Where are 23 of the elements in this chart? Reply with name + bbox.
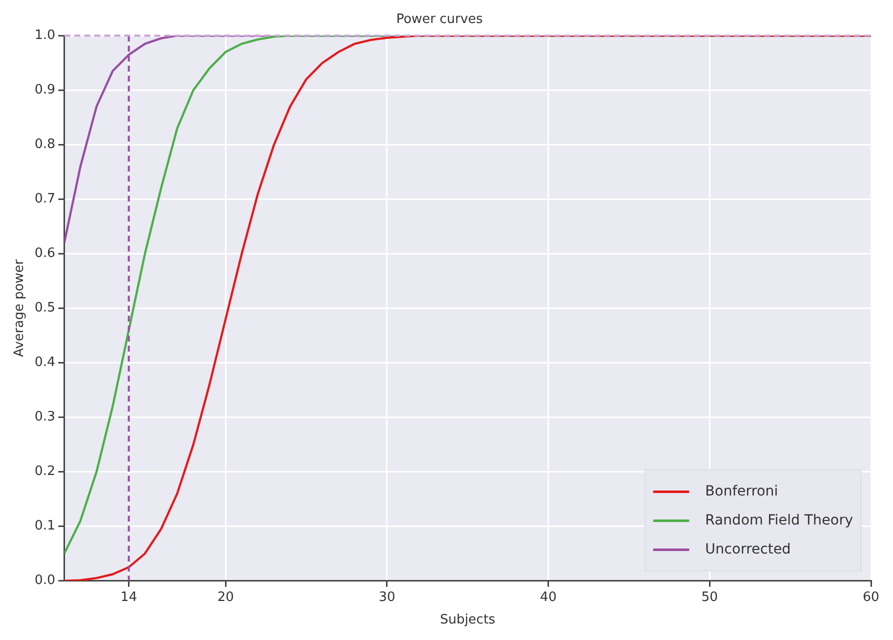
x-tick-label: 60	[862, 590, 880, 605]
legend-label: Random Field Theory	[705, 512, 854, 528]
chart-title: Power curves	[396, 12, 484, 28]
y-tick-label: 0.4	[34, 355, 56, 370]
x-tick-label: 40	[540, 590, 557, 605]
y-tick-label: 0.0	[34, 573, 56, 588]
y-tick-label: 0.9	[34, 82, 56, 98]
x-axis-title: Subjects	[440, 612, 496, 628]
y-axis-title: Average power	[12, 258, 28, 358]
y-tick-label: 0.1	[34, 518, 56, 534]
y-tick-label: 0.2	[34, 464, 56, 480]
y-tick-label: 0.8	[34, 137, 56, 152]
legend-label: Bonferroni	[705, 483, 778, 500]
legend-label: Uncorrected	[705, 541, 791, 558]
x-tick-label: 50	[701, 590, 718, 605]
y-tick-label: 0.3	[34, 410, 56, 425]
x-tick-label: 30	[378, 590, 396, 605]
x-tick-label: 20	[217, 590, 234, 605]
y-tick-label: 0.6	[34, 246, 56, 262]
y-tick-label: 0.5	[34, 300, 56, 316]
y-tick-label: 1.0	[34, 28, 56, 43]
y-tick-label: 0.7	[34, 192, 56, 207]
x-tick-label: 14	[120, 590, 138, 605]
